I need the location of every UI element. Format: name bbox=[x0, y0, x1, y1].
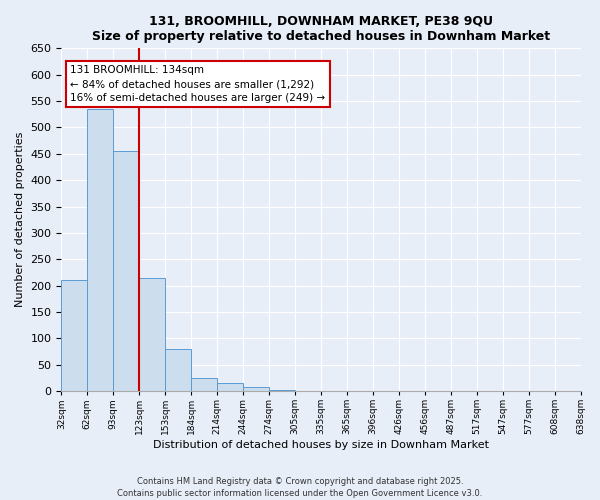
Bar bbox=[139, 278, 165, 391]
Text: Contains HM Land Registry data © Crown copyright and database right 2025.
Contai: Contains HM Land Registry data © Crown c… bbox=[118, 476, 482, 498]
Y-axis label: Number of detached properties: Number of detached properties bbox=[15, 132, 25, 308]
X-axis label: Distribution of detached houses by size in Downham Market: Distribution of detached houses by size … bbox=[153, 440, 489, 450]
Bar bbox=[243, 387, 269, 391]
Bar bbox=[113, 151, 139, 391]
Title: 131, BROOMHILL, DOWNHAM MARKET, PE38 9QU
Size of property relative to detached h: 131, BROOMHILL, DOWNHAM MARKET, PE38 9QU… bbox=[92, 15, 550, 43]
Bar bbox=[88, 109, 113, 391]
Bar bbox=[217, 383, 243, 391]
Bar bbox=[61, 280, 88, 391]
Bar bbox=[191, 378, 217, 391]
Text: 131 BROOMHILL: 134sqm
← 84% of detached houses are smaller (1,292)
16% of semi-d: 131 BROOMHILL: 134sqm ← 84% of detached … bbox=[70, 65, 326, 103]
Bar bbox=[269, 390, 295, 391]
Bar bbox=[165, 349, 191, 391]
